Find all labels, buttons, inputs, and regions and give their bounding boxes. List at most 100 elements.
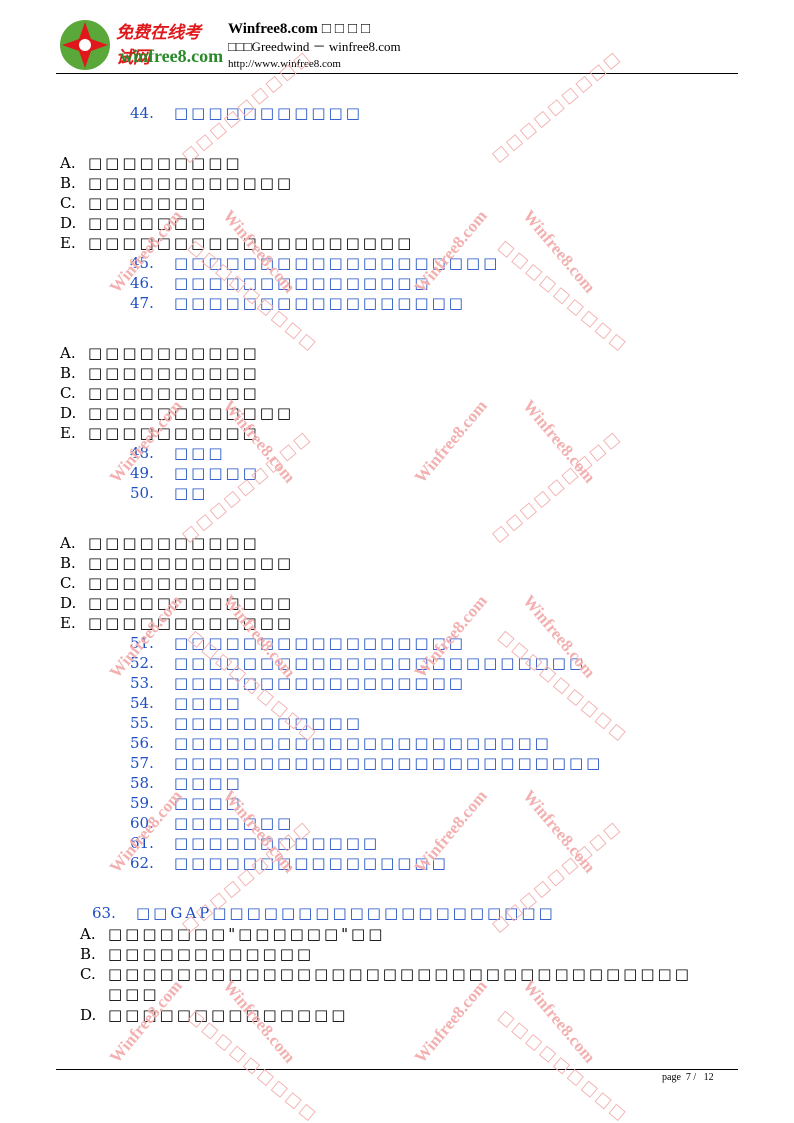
option-line: C. □□□□□□□□□□□□□□□□□□□□□□□□□□□□□□□□□□	[80, 965, 692, 983]
header-author-line: □□□Greedwind － winfree8.com	[228, 39, 401, 54]
question-text: □□□□□□□□□□□□□□□□□□□	[174, 254, 501, 272]
logo-emblem-icon	[60, 20, 110, 70]
option-letter: B.	[60, 554, 76, 572]
option-letter: D.	[80, 1006, 97, 1024]
question-56: 56. □□□□□□□□□□□□□□□□□□□□□□	[130, 734, 552, 752]
option-line: D. □□□□□□□□□□□□	[60, 594, 294, 612]
question-text: □□□□□□□□□□□	[174, 714, 363, 732]
option-letter: A.	[60, 534, 76, 552]
option-text: □□□□□□□□□□□□□□	[108, 1006, 349, 1024]
option-letter: B.	[60, 364, 76, 382]
question-63: 63. □□GAP□□□□□□□□□□□□□□□□□□□□	[92, 904, 556, 922]
question-text: □□	[174, 484, 209, 502]
question-text: □□□□	[174, 694, 243, 712]
question-text: □□□□□□□□□□□□□□□□□	[174, 294, 466, 312]
question-number: 49.	[130, 464, 154, 482]
question-text: □□□□	[174, 774, 243, 792]
question-58: 58. □□□□	[130, 774, 243, 792]
question-text: □□□□□□□□□□□□□□□□□□□□□□	[174, 734, 552, 752]
option-line: D. □□□□□□□	[60, 214, 208, 232]
question-text: □□□□□□□□□□□□□□□□□□□□□□□□	[174, 654, 587, 672]
question-52: 52. □□□□□□□□□□□□□□□□□□□□□□□□	[130, 654, 586, 672]
option-line: E. □□□□□□□□□□	[60, 424, 260, 442]
option-letter: E.	[60, 234, 76, 252]
option-letter: D.	[60, 404, 77, 422]
option-line: A. □□□□□□□□□	[60, 154, 243, 172]
question-text: □□□□□□□□□□□□□□□	[174, 274, 432, 292]
logo-chinese-text: 免费在线考试网	[116, 23, 201, 68]
question-number: 60.	[130, 814, 154, 832]
question-62: 62. □□□□□□□□□□□□□□□□	[130, 854, 449, 872]
question-text: □□□	[174, 444, 226, 462]
watermark-box-string: □□□□□□□□□	[495, 236, 632, 355]
option-letter: D.	[60, 594, 77, 612]
question-55: 55. □□□□□□□□□□□	[130, 714, 363, 732]
question-60: 60. □□□□□□□	[130, 814, 294, 832]
question-text: □□□□□□□□□□□□□□□□□	[174, 674, 466, 692]
option-line: E. □□□□□□□□□□□□□□□□□□□	[60, 234, 414, 252]
question-text: □□□□□□□□□□□□	[174, 834, 381, 852]
question-number: 48.	[130, 444, 154, 462]
option-text: □□□□□□□□□□□□□□□□□□□	[88, 234, 415, 252]
page-label: page	[662, 1072, 681, 1083]
question-number: 50.	[130, 484, 154, 502]
option-line: C. □□□□□□□	[60, 194, 208, 212]
option-line: B. □□□□□□□□□□□□	[60, 174, 294, 192]
page-header: 免费在线考试网 winfree8.com Winfree8.com □□□□ □□…	[56, 12, 738, 74]
option-line: B. □□□□□□□□□□□□	[60, 554, 294, 572]
option-text: □□□□□□□□□	[88, 154, 243, 172]
watermark-box-string: □□□□□□□□□	[495, 1006, 632, 1123]
question-text: □□□□□□□	[174, 814, 295, 832]
watermark-text: Winfree8.com	[519, 976, 599, 1066]
option-letter: C.	[60, 194, 76, 212]
option-text: □□□□□□□□□□□□	[88, 404, 295, 422]
question-text: □□□□□	[174, 464, 260, 482]
question-45: 45. □□□□□□□□□□□□□□□□□□□	[130, 254, 500, 272]
option-letter: C.	[80, 965, 96, 983]
option-text: □□□□□□□□□□□□	[108, 945, 315, 963]
option-letter: E.	[60, 614, 76, 632]
question-text: □□□□□□□□□□□	[174, 104, 363, 122]
watermark-text: Winfree8.com	[519, 396, 599, 486]
option-letter: B.	[80, 945, 96, 963]
option-line: B. □□□□□□□□□□	[60, 364, 260, 382]
option-line: B. □□□□□□□□□□□□	[80, 945, 314, 963]
question-50: 50. □□	[130, 484, 208, 502]
option-text: □□□□□□□□□□	[88, 364, 260, 382]
question-text: □□GAP□□□□□□□□□□□□□□□□□□□□	[136, 904, 556, 922]
option-text: □□□□□□□□□□	[88, 344, 260, 362]
question-44: 44. □□□□□□□□□□□	[130, 104, 363, 122]
question-number: 57.	[130, 754, 154, 772]
option-text: □□□□□□□□□□□□	[88, 174, 295, 192]
option-text: □□□□□□□□□□	[88, 424, 260, 442]
logo-english-text: winfree8.com	[120, 46, 224, 66]
page-total: 12	[703, 1072, 714, 1083]
page-separator: /	[693, 1072, 697, 1083]
watermark-box-string: □□□□□□□□□	[495, 626, 632, 745]
option-text: □□□□□□□"□□□□□□"□□	[108, 925, 386, 943]
question-number: 45.	[130, 254, 154, 272]
header-url[interactable]: http://www.winfree8.com	[228, 58, 341, 70]
option-text: □□□□□□□	[88, 214, 209, 232]
question-number: 51.	[130, 634, 154, 652]
watermark-text: Winfree8.com	[411, 976, 491, 1066]
question-53: 53. □□□□□□□□□□□□□□□□□	[130, 674, 466, 692]
watermark-box-string: □□□□□□□□□	[488, 426, 625, 545]
option-line: C. □□□□□□□□□□	[60, 574, 260, 592]
question-number: 61.	[130, 834, 154, 852]
header-rule	[56, 73, 738, 74]
question-46: 46. □□□□□□□□□□□□□□□	[130, 274, 432, 292]
option-line: A. □□□□□□□□□□	[60, 534, 260, 552]
option-text: □□□□□□□□□□	[88, 574, 260, 592]
question-number: 56.	[130, 734, 154, 752]
question-number: 44.	[130, 104, 154, 122]
option-letter: E.	[60, 424, 76, 442]
option-text: □□□□□□□□□□□□	[88, 614, 295, 632]
option-text: □□□□□□□□□□	[88, 384, 260, 402]
page-current: 7	[685, 1072, 691, 1083]
option-line: E. □□□□□□□□□□□□	[60, 614, 294, 632]
watermark-text: Winfree8.com	[519, 786, 599, 876]
question-57: 57. □□□□□□□□□□□□□□□□□□□□□□□□□	[130, 754, 603, 772]
option-letter: C.	[60, 574, 76, 592]
site-logo: 免费在线考试网 winfree8.com	[56, 16, 223, 76]
